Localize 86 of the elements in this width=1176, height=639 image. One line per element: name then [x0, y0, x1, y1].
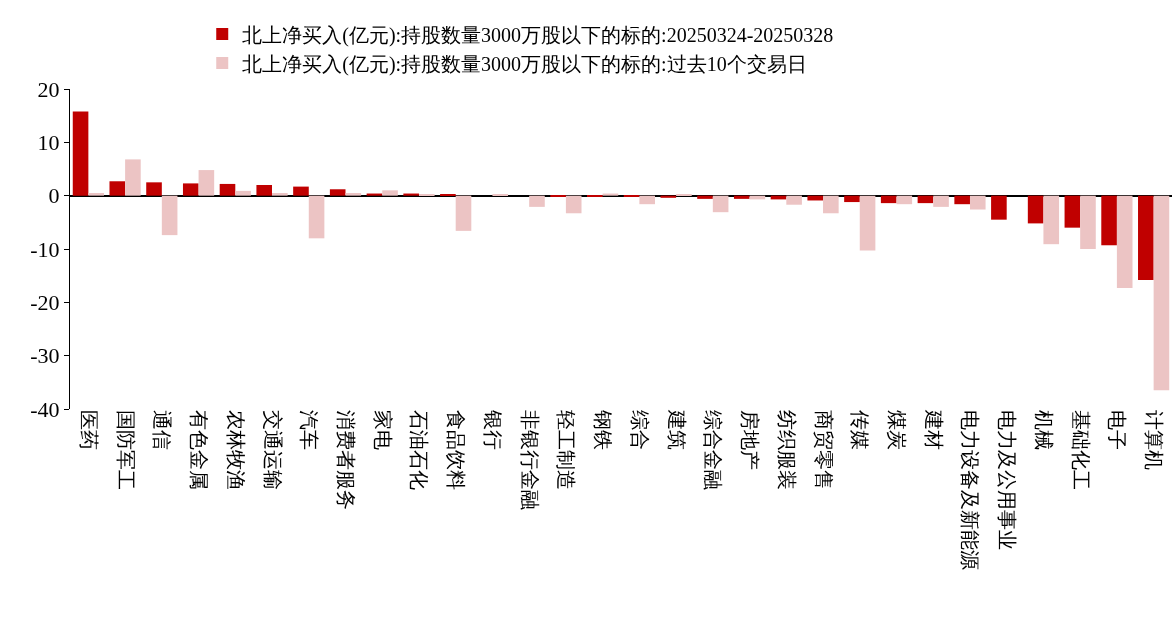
bar: [844, 195, 860, 203]
bar: [219, 183, 236, 196]
bar: [161, 195, 178, 236]
bar: [565, 195, 582, 214]
x-tick-label: 综合金融: [702, 410, 725, 490]
y-tick-label: 0: [48, 183, 60, 209]
bar: [1027, 195, 1044, 224]
bar: [1101, 195, 1117, 246]
bar: [1116, 195, 1133, 288]
bar: [382, 190, 398, 196]
x-tick-label: 轻工制造: [555, 410, 578, 490]
legend-label: 北上净买入(亿元):持股数量3000万股以下的标的:20250324-20250328: [242, 23, 834, 47]
x-tick-label: 机械: [1032, 410, 1055, 450]
bar: [72, 111, 89, 196]
bar: [786, 195, 802, 205]
y-tick-label: -20: [30, 290, 60, 316]
x-tick-label: 交通运输: [261, 410, 284, 490]
x-tick-label: 消费者服务: [335, 410, 357, 510]
bar: [660, 195, 677, 198]
bar: [991, 195, 1007, 220]
bar: [272, 193, 288, 196]
bar: [1138, 195, 1154, 280]
bar: [403, 193, 419, 196]
bar: [859, 195, 876, 251]
bar: [917, 195, 934, 204]
bar: [198, 170, 215, 196]
bar: [366, 193, 383, 196]
legend-label: 北上净买入(亿元):持股数量3000万股以下的标的:过去10个交易日: [242, 52, 807, 76]
bar: [733, 195, 750, 199]
bar: [109, 181, 126, 196]
x-tick-label: 建筑: [665, 409, 688, 450]
bar: [345, 193, 362, 196]
bar: [954, 195, 970, 205]
x-tick-label: 通信: [151, 410, 174, 450]
x-tick-label: 商贸零售: [812, 410, 835, 490]
x-tick-label: 石油石化: [408, 410, 431, 490]
bar: [969, 195, 986, 210]
x-tick-label: 医药: [77, 410, 100, 450]
bar: [1043, 195, 1060, 245]
x-tick-label: 建材: [922, 409, 945, 450]
bar: [823, 195, 839, 214]
bar: [329, 189, 346, 196]
x-tick-label: 农林牧渔: [224, 410, 247, 490]
x-tick-label: 银行: [481, 409, 504, 450]
bar: [896, 195, 913, 205]
bar: [639, 195, 655, 205]
x-tick-label: 综合: [628, 410, 651, 450]
bar: [182, 183, 199, 196]
y-tick-label: -10: [30, 236, 60, 262]
bar: [1064, 195, 1081, 228]
x-tick-label: 计算机: [1143, 410, 1166, 470]
x-tick-label: 房地产: [739, 410, 762, 470]
bar: [125, 159, 141, 196]
x-tick-label: 纺织服装: [775, 410, 798, 490]
x-tick-label: 有色金属: [188, 410, 211, 490]
bar: [1153, 195, 1170, 391]
bar: [933, 195, 949, 207]
bar: [1080, 195, 1096, 249]
x-tick-label: 基础化工: [1069, 410, 1092, 490]
y-tick-label: 20: [37, 76, 60, 102]
x-tick-label: 电子: [1106, 410, 1129, 450]
bar: [293, 186, 309, 196]
x-tick-label: 电力及公用事业: [996, 410, 1019, 550]
x-tick-label: 食品饮料: [445, 410, 468, 490]
x-tick-label: 汽车: [298, 410, 321, 450]
x-tick-label: 非银行金融: [518, 410, 541, 510]
x-tick-label: 国防军工: [114, 410, 137, 490]
x-tick-label: 钢铁: [592, 409, 615, 450]
bar: [235, 190, 251, 196]
bar: [256, 185, 273, 196]
bar: [308, 195, 325, 239]
y-tick-label: -40: [30, 396, 60, 422]
bar: [529, 195, 545, 207]
y-tick-label: -30: [30, 343, 60, 369]
bar: [712, 195, 729, 213]
x-tick-label: 煤炭: [886, 410, 908, 450]
y-tick-label: 10: [37, 130, 60, 156]
bar: [455, 195, 472, 231]
x-tick-label: 家电: [371, 410, 394, 450]
bar: [697, 195, 713, 199]
x-tick-label: 传媒: [849, 410, 872, 450]
bar: [880, 195, 897, 204]
bar: [88, 193, 104, 196]
bar: [146, 182, 162, 196]
x-tick-label: 电力设备及新能源: [959, 410, 982, 570]
bar: [602, 193, 619, 196]
